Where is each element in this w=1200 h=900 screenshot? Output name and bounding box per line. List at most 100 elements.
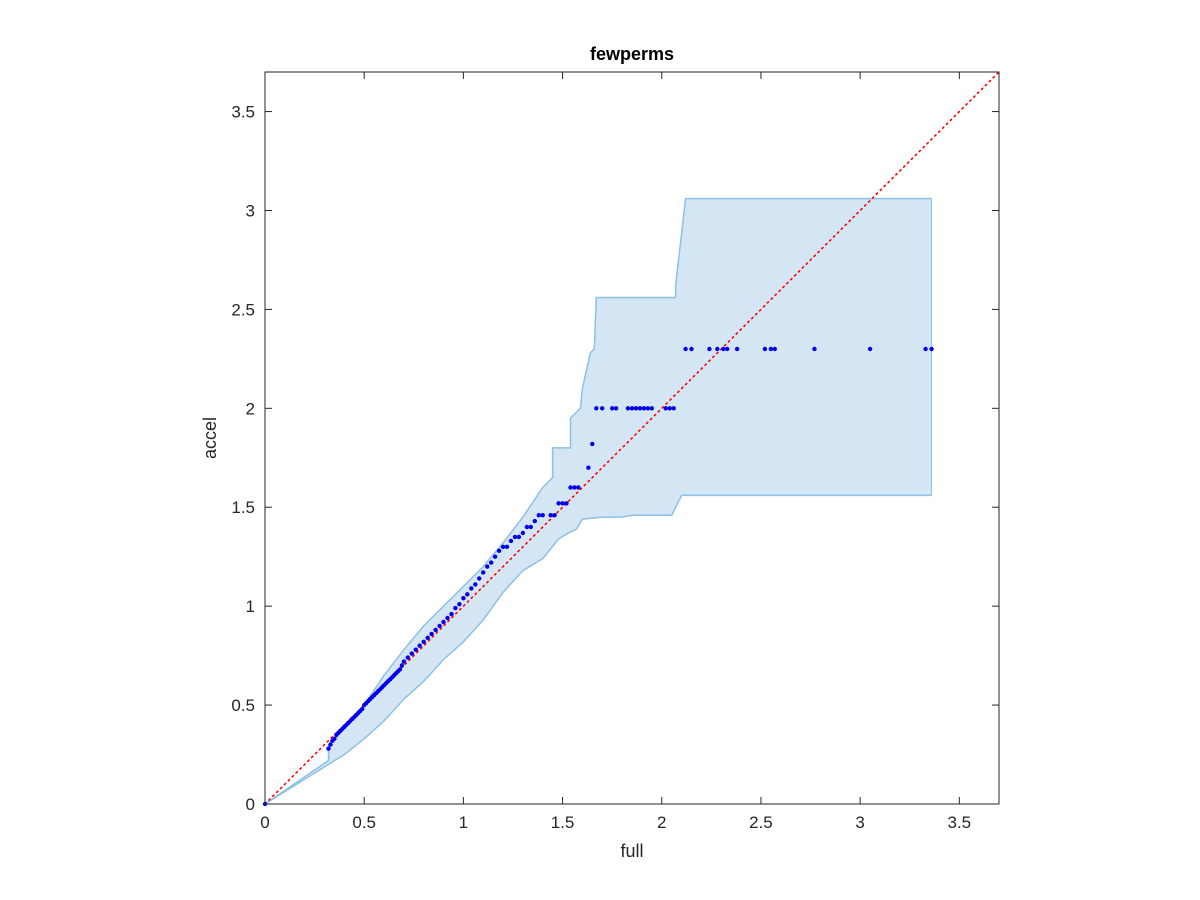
data-point <box>489 560 494 565</box>
data-point <box>715 346 720 352</box>
y-tick-label: 0 <box>246 795 255 814</box>
data-point <box>433 627 438 633</box>
y-tick-label: 1 <box>246 597 255 616</box>
data-point <box>540 513 545 518</box>
data-point <box>399 663 405 668</box>
data-point <box>707 346 712 352</box>
data-point <box>360 706 365 712</box>
data-point <box>683 346 688 352</box>
data-point <box>689 346 694 352</box>
data-point <box>812 346 817 352</box>
data-point <box>721 346 726 352</box>
data-point <box>332 736 337 741</box>
data-point <box>425 635 430 640</box>
data-point <box>508 538 514 544</box>
x-tick-label: 1.5 <box>551 813 575 832</box>
data-point <box>461 596 466 601</box>
data-point <box>572 485 577 490</box>
data-point <box>500 544 506 549</box>
data-point <box>528 524 533 530</box>
data-point <box>473 582 478 587</box>
confidence-band <box>264 197 933 805</box>
y-axis-label: accel <box>200 417 220 459</box>
data-point <box>734 346 740 352</box>
data-point <box>437 623 442 629</box>
data-point <box>453 605 458 611</box>
data-point <box>481 570 486 575</box>
data-point <box>465 592 470 597</box>
data-point <box>768 346 774 352</box>
y-tick-label: 0.5 <box>231 696 255 715</box>
data-point <box>504 544 510 549</box>
data-point <box>397 667 403 672</box>
x-tick-label: 1 <box>459 813 468 832</box>
data-point <box>520 530 526 536</box>
data-point <box>641 406 647 411</box>
data-point <box>441 619 446 625</box>
data-point <box>923 346 928 352</box>
data-point <box>421 639 426 644</box>
data-point <box>762 346 768 352</box>
data-point <box>405 655 410 660</box>
data-point <box>485 564 490 569</box>
data-point <box>725 346 730 352</box>
data-point <box>772 346 777 352</box>
band-fill <box>265 198 932 805</box>
data-point <box>586 465 591 470</box>
data-point <box>417 643 422 648</box>
data-point <box>449 611 454 617</box>
data-point <box>516 534 522 540</box>
data-point <box>671 406 676 411</box>
data-point <box>625 406 631 411</box>
data-point <box>524 524 530 530</box>
data-point <box>610 406 615 411</box>
data-point <box>649 406 654 411</box>
data-point <box>492 554 498 559</box>
chart-title: fewperms <box>590 44 674 64</box>
data-point <box>629 406 635 411</box>
x-tick-label: 2.5 <box>749 813 773 832</box>
x-tick-label: 0.5 <box>352 813 376 832</box>
data-point <box>613 406 619 411</box>
data-point <box>496 548 502 553</box>
data-point <box>552 513 557 518</box>
data-point <box>477 576 482 581</box>
data-point <box>564 501 569 506</box>
data-point <box>867 346 873 352</box>
data-point <box>536 513 541 518</box>
x-tick-label: 3 <box>855 813 864 832</box>
data-point <box>600 406 605 411</box>
data-point <box>594 406 599 411</box>
data-point <box>576 485 581 490</box>
data-point <box>413 647 418 652</box>
y-tick-label: 2 <box>246 399 255 418</box>
y-tick-label: 2.5 <box>231 300 255 319</box>
data-point <box>512 534 518 540</box>
data-point <box>568 485 573 490</box>
x-tick-label: 3.5 <box>948 813 972 832</box>
data-point <box>409 651 414 656</box>
data-point <box>633 406 639 411</box>
data-point <box>469 586 474 591</box>
data-point <box>667 406 672 411</box>
data-point <box>548 513 553 518</box>
data-point <box>560 501 565 506</box>
data-points <box>262 346 934 807</box>
data-point <box>328 742 333 747</box>
data-point <box>445 615 450 621</box>
x-tick-label: 0 <box>260 813 269 832</box>
data-point <box>326 746 331 751</box>
data-point <box>645 406 651 411</box>
y-tick-label: 1.5 <box>231 498 255 517</box>
y-tick-label: 3 <box>246 201 255 220</box>
data-point <box>429 631 434 637</box>
data-point <box>663 406 668 411</box>
data-point <box>590 441 595 447</box>
band-lower-edge <box>264 494 932 805</box>
axes-box <box>264 71 1000 805</box>
axis-ticks: 0 0.5 1 1.5 2 2.5 3 3.5 0 0.5 1 1.5 2 2.5 3 3.5 <box>231 72 999 832</box>
data-point <box>532 518 537 524</box>
data-point <box>929 346 934 352</box>
data-point <box>401 659 407 664</box>
